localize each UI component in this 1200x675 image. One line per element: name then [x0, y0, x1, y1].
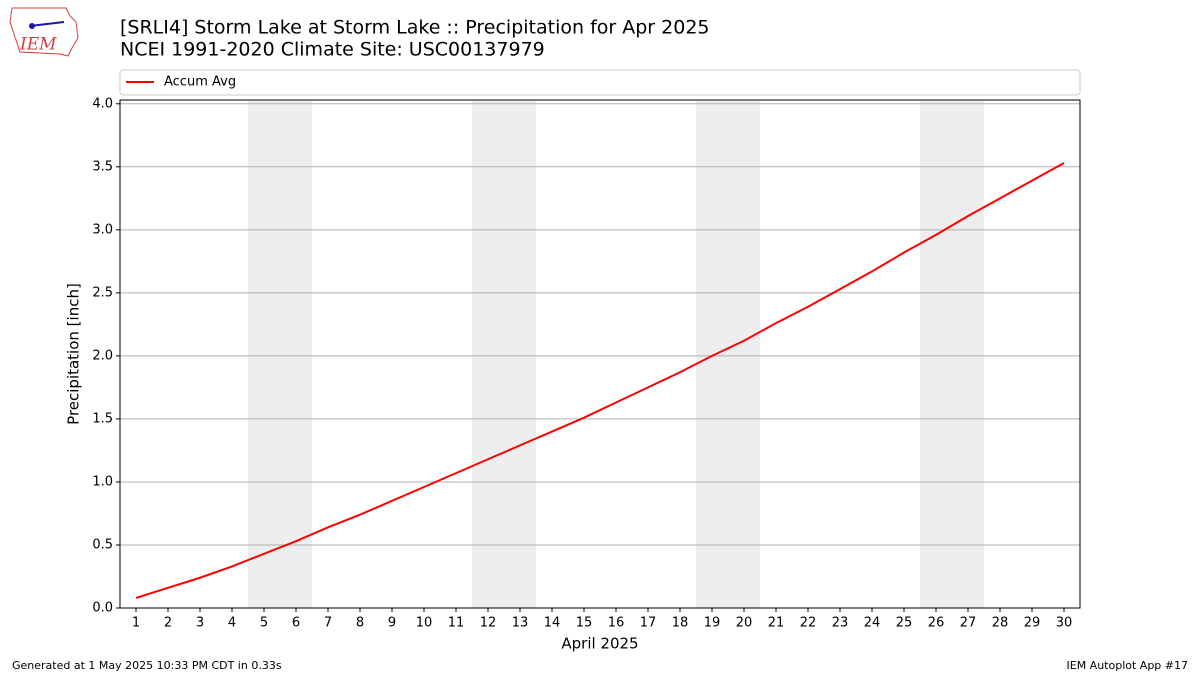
x-tick-label: 16 — [608, 616, 625, 631]
x-tick-label: 17 — [640, 616, 657, 631]
y-tick-label: 3.0 — [92, 222, 113, 237]
x-tick-label: 21 — [768, 616, 785, 631]
weekend-shade — [696, 100, 760, 608]
x-tick-label: 22 — [800, 616, 817, 631]
x-tick-label: 20 — [736, 616, 753, 631]
y-tick-label: 1.0 — [92, 474, 113, 489]
x-tick-label: 19 — [704, 616, 721, 631]
x-tick-label: 5 — [260, 616, 268, 631]
logo-line — [29, 21, 65, 27]
legend-label: Accum Avg — [164, 75, 236, 90]
x-tick-label: 30 — [1056, 616, 1073, 631]
x-tick-label: 29 — [1024, 616, 1041, 631]
y-axis-label: Precipitation [inch] — [65, 283, 83, 425]
legend-box — [119, 69, 1081, 96]
x-tick-label: 11 — [448, 616, 465, 631]
x-tick-label: 12 — [480, 616, 497, 631]
x-tick-label: 13 — [512, 616, 529, 631]
y-tick-label: 2.5 — [92, 285, 113, 300]
plot-frame — [119, 99, 1081, 609]
logo: IEM — [9, 7, 79, 57]
y-tick-label: 0.5 — [92, 537, 113, 552]
x-tick-label: 7 — [324, 616, 332, 631]
footer-left: Generated at 1 May 2025 10:33 PM CDT in … — [12, 659, 282, 672]
weekend-shade — [920, 100, 984, 608]
x-tick-label: 14 — [544, 616, 561, 631]
logo-dot — [29, 23, 35, 29]
data-line — [135, 162, 1065, 599]
x-tick-label: 3 — [196, 616, 204, 631]
x-tick-label: 27 — [960, 616, 977, 631]
x-tick-label: 8 — [356, 616, 364, 631]
y-tick-label: 1.5 — [92, 411, 113, 426]
x-tick-label: 2 — [164, 616, 172, 631]
x-tick-label: 6 — [292, 616, 300, 631]
x-tick-label: 25 — [896, 616, 913, 631]
x-tick-label: 4 — [228, 616, 236, 631]
x-tick-label: 28 — [992, 616, 1009, 631]
y-tick-label: 0.0 — [92, 601, 113, 616]
logo-text: IEM — [19, 35, 57, 55]
x-tick-label: 10 — [416, 616, 433, 631]
x-axis-label: April 2025 — [561, 635, 638, 653]
weekend-shade — [472, 100, 536, 608]
footer-right: IEM Autoplot App #17 — [1067, 659, 1189, 672]
x-tick-label: 23 — [832, 616, 849, 631]
weekend-shade — [248, 100, 312, 608]
x-tick-label: 1 — [132, 616, 140, 631]
x-tick-label: 15 — [576, 616, 593, 631]
logo-outline — [9, 7, 79, 57]
x-tick-label: 18 — [672, 616, 689, 631]
y-tick-label: 4.0 — [92, 96, 113, 111]
chart-title: [SRLI4] Storm Lake at Storm Lake :: Prec… — [120, 17, 710, 39]
x-tick-label: 24 — [864, 616, 881, 631]
chart-subtitle: NCEI 1991-2020 Climate Site: USC00137979 — [120, 39, 545, 61]
y-tick-label: 2.0 — [92, 348, 113, 363]
x-tick-label: 9 — [388, 616, 396, 631]
y-tick-label: 3.5 — [92, 159, 113, 174]
x-tick-label: 26 — [928, 616, 945, 631]
